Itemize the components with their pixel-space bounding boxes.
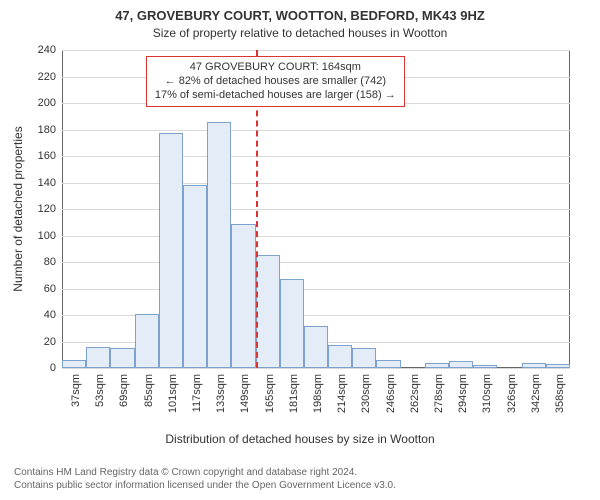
gridline	[62, 50, 570, 51]
x-tick-label: 149sqm	[239, 374, 251, 413]
y-tick-label: 200	[38, 97, 62, 109]
histogram-bar	[449, 361, 473, 368]
footer-line: Contains public sector information licen…	[14, 479, 592, 492]
x-tick-label: 246sqm	[385, 374, 397, 413]
x-tick-label: 85sqm	[143, 374, 155, 407]
gridline	[62, 183, 570, 184]
y-tick-label: 120	[38, 203, 62, 215]
y-tick-label: 140	[38, 177, 62, 189]
y-tick-label: 80	[44, 256, 62, 268]
x-tick-label: 69sqm	[118, 374, 130, 407]
histogram-bar	[135, 314, 159, 368]
histogram-bar	[473, 365, 497, 368]
x-tick-label: 53sqm	[94, 374, 106, 407]
histogram-bar	[328, 345, 352, 368]
annotation-line: 17% of semi-detached houses are larger (…	[155, 89, 396, 103]
histogram-bar	[304, 326, 328, 368]
histogram-bar	[159, 133, 183, 368]
y-tick-label: 180	[38, 124, 62, 136]
footer-attribution: Contains HM Land Registry data © Crown c…	[14, 466, 592, 492]
y-tick-label: 160	[38, 150, 62, 162]
y-tick-label: 100	[38, 230, 62, 242]
x-tick-label: 310sqm	[481, 374, 493, 413]
chart-container: { "title": { "text": "47, GROVEBURY COUR…	[0, 0, 600, 500]
x-tick-label: 133sqm	[215, 374, 227, 413]
x-tick-label: 278sqm	[433, 374, 445, 413]
histogram-bar	[280, 279, 304, 368]
annotation-line: ← 82% of detached houses are smaller (74…	[155, 75, 396, 89]
gridline	[62, 368, 570, 369]
x-tick-label: 37sqm	[70, 374, 82, 407]
x-tick-label: 358sqm	[554, 374, 566, 413]
chart-plot-area: 02040608010012014016018020022024037sqm53…	[62, 50, 570, 368]
chart-title: 47, GROVEBURY COURT, WOOTTON, BEDFORD, M…	[0, 8, 600, 23]
gridline	[62, 156, 570, 157]
x-tick-label: 262sqm	[409, 374, 421, 413]
histogram-bar	[352, 348, 376, 368]
annotation-box: 47 GROVEBURY COURT: 164sqm← 82% of detac…	[146, 56, 405, 107]
y-tick-label: 40	[44, 309, 62, 321]
histogram-bar	[110, 348, 134, 368]
y-tick-label: 240	[38, 44, 62, 56]
gridline	[62, 209, 570, 210]
histogram-bar	[207, 122, 231, 368]
chart-subtitle: Size of property relative to detached ho…	[0, 26, 600, 40]
x-tick-label: 165sqm	[264, 374, 276, 413]
histogram-bar	[256, 255, 280, 368]
x-tick-label: 294sqm	[457, 374, 469, 413]
histogram-bar	[62, 360, 86, 368]
gridline	[62, 236, 570, 237]
y-axis-title: Number of detached properties	[11, 126, 25, 291]
histogram-bar	[546, 364, 570, 368]
histogram-bar	[86, 347, 110, 368]
annotation-line: 47 GROVEBURY COURT: 164sqm	[155, 61, 396, 75]
x-tick-label: 214sqm	[336, 374, 348, 413]
x-tick-label: 198sqm	[312, 374, 324, 413]
histogram-bar	[376, 360, 400, 368]
x-tick-label: 326sqm	[506, 374, 518, 413]
x-tick-label: 181sqm	[288, 374, 300, 413]
y-tick-label: 0	[50, 362, 62, 374]
x-tick-label: 230sqm	[360, 374, 372, 413]
x-axis-title: Distribution of detached houses by size …	[0, 432, 600, 446]
x-tick-label: 342sqm	[530, 374, 542, 413]
footer-line: Contains HM Land Registry data © Crown c…	[14, 466, 592, 479]
gridline	[62, 262, 570, 263]
x-tick-label: 101sqm	[167, 374, 179, 413]
y-tick-label: 220	[38, 71, 62, 83]
histogram-bar	[425, 363, 449, 368]
y-tick-label: 60	[44, 283, 62, 295]
histogram-bar	[522, 363, 546, 368]
x-tick-label: 117sqm	[191, 374, 203, 412]
gridline	[62, 130, 570, 131]
gridline	[62, 289, 570, 290]
histogram-bar	[183, 185, 207, 368]
histogram-bar	[231, 224, 255, 368]
y-tick-label: 20	[44, 336, 62, 348]
